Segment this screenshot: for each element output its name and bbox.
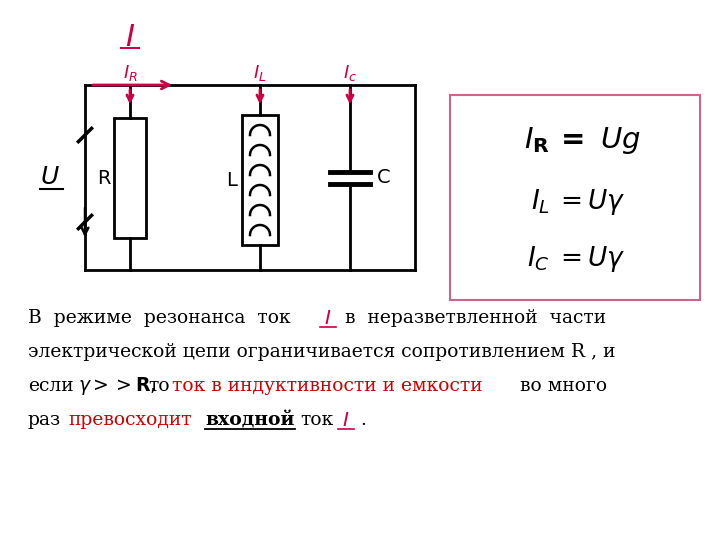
Text: входной: входной <box>205 411 294 429</box>
Bar <box>450 95 700 300</box>
Text: L: L <box>227 171 238 190</box>
Text: $\mathit{I}_C$: $\mathit{I}_C$ <box>527 245 550 273</box>
Text: R: R <box>97 168 111 187</box>
Text: если: если <box>28 377 73 395</box>
Text: В  режиме  резонанса  ток: В режиме резонанса ток <box>28 309 291 327</box>
Bar <box>114 118 146 238</box>
Text: превосходит: превосходит <box>68 411 192 429</box>
Text: в  неразветвленной  части: в неразветвленной части <box>345 309 606 327</box>
Text: $\mathit{U}$: $\mathit{U}$ <box>40 165 60 189</box>
Text: ток: ток <box>300 411 333 429</box>
Text: во много: во много <box>520 377 607 395</box>
Bar <box>242 115 278 245</box>
Text: $= \mathit{U}\gamma$: $= \mathit{U}\gamma$ <box>555 187 626 217</box>
Text: $\mathit{I}$: $\mathit{I}$ <box>324 308 332 327</box>
Text: $\mathit{I}_L$: $\mathit{I}_L$ <box>531 187 550 216</box>
Text: ток в индуктивности и емкости: ток в индуктивности и емкости <box>172 377 482 395</box>
Text: $\gamma >> \mathbf{R},$: $\gamma >> \mathbf{R},$ <box>78 375 156 397</box>
Text: $\mathit{I}$: $\mathit{I}$ <box>125 24 135 52</box>
Text: $\mathit{I_c}$: $\mathit{I_c}$ <box>343 63 357 83</box>
Text: .: . <box>360 411 366 429</box>
Text: электрической цепи ограничивается сопротивлением R , и: электрической цепи ограничивается сопрот… <box>28 343 616 361</box>
Text: $\mathbf{=\ \mathit{Ug}}$: $\mathbf{=\ \mathit{Ug}}$ <box>555 125 641 156</box>
Text: то: то <box>148 377 170 395</box>
Text: C: C <box>377 168 391 187</box>
Text: раз: раз <box>28 411 61 429</box>
Text: $\mathit{I}$: $\mathit{I}$ <box>342 410 350 429</box>
Text: $= \mathit{U}\gamma$: $= \mathit{U}\gamma$ <box>555 244 626 274</box>
Text: $\mathit{I_L}$: $\mathit{I_L}$ <box>253 63 267 83</box>
Text: $\mathit{I_R}$: $\mathit{I_R}$ <box>122 63 138 83</box>
Text: $\mathbf{\mathit{I}_R}$: $\mathbf{\mathit{I}_R}$ <box>524 125 550 155</box>
